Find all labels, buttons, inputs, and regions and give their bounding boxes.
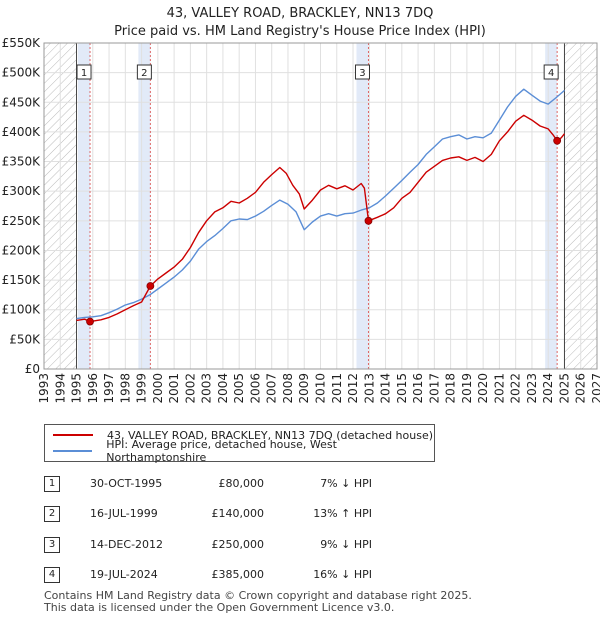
x-tick-label: 1995 xyxy=(70,373,84,404)
sale-band xyxy=(356,43,369,369)
x-tick-label: 2017 xyxy=(427,373,441,404)
x-tick-label: 2004 xyxy=(216,373,230,404)
x-tick-label: 2010 xyxy=(314,373,328,404)
x-tick-label: 2001 xyxy=(167,373,181,404)
x-tick-label: 1993 xyxy=(37,373,51,404)
x-tick-label: 2009 xyxy=(297,373,311,404)
hpi-series-line xyxy=(76,88,565,320)
price-chart: 1 2 3 4 £0 £50K £100K £150K £200K £250K £300K £350K… xyxy=(2,36,600,404)
y-tick-label: £550K xyxy=(2,36,42,50)
transaction-number: 1 xyxy=(44,476,60,492)
y-tick-label: £450K xyxy=(2,95,42,109)
sale-point xyxy=(364,216,373,225)
x-tick-label: 2024 xyxy=(541,373,555,404)
x-tick-label: 2027 xyxy=(590,373,600,404)
x-tick-label: 1996 xyxy=(86,373,100,404)
transaction-date: 14-DEC-2012 xyxy=(90,538,164,551)
x-tick-label: 2023 xyxy=(525,373,539,404)
x-tick-label: 1998 xyxy=(118,373,132,404)
y-tick-label: £200K xyxy=(2,243,42,257)
y-tick-label: £250K xyxy=(2,214,42,228)
x-tick-label: 2026 xyxy=(574,373,588,404)
y-tick-label: £100K xyxy=(2,303,42,317)
transaction-price: £80,000 xyxy=(218,477,265,490)
x-tick-label: 2021 xyxy=(492,373,506,404)
transaction-date: 30-OCT-1995 xyxy=(90,477,163,490)
annotation-box xyxy=(76,64,92,80)
x-tick-label: 2006 xyxy=(248,373,262,404)
x-tick-label: 1999 xyxy=(135,373,149,404)
transaction-price: £250,000 xyxy=(211,538,265,551)
x-tick-label: 2011 xyxy=(330,373,344,404)
x-tick-label: 2002 xyxy=(183,373,197,404)
plot-border xyxy=(43,42,598,370)
transaction-hpi: 16% ↓ HPI xyxy=(313,568,372,581)
x-tick-label: 2025 xyxy=(557,373,571,404)
property-series-line xyxy=(76,114,566,323)
y-tick-label: £50K xyxy=(9,332,41,346)
x-tick-label: 2007 xyxy=(265,373,279,404)
legend-item-property: 43, VALLEY ROAD, BRACKLEY, NN13 7DQ (det… xyxy=(53,428,433,442)
x-tick-label: 2014 xyxy=(379,373,393,404)
x-tick-label: 2013 xyxy=(362,373,376,404)
annotation-label: 1 xyxy=(81,68,87,79)
chart-title: 43, VALLEY ROAD, BRACKLEY, NN13 7DQ xyxy=(166,6,434,21)
annotation-label: 3 xyxy=(359,68,365,79)
sale-band xyxy=(78,43,91,369)
sale-point xyxy=(146,282,155,290)
legend-label-hpi: HPI: Average price, detached house, West… xyxy=(106,438,337,464)
sale-point xyxy=(553,136,562,145)
transaction-number: 4 xyxy=(44,567,60,583)
x-tick-label: 1997 xyxy=(102,373,116,404)
x-tick-label: 1994 xyxy=(53,373,67,404)
y-tick-label: £500K xyxy=(2,66,42,80)
x-tick-label: 2005 xyxy=(232,373,246,404)
transaction-number: 3 xyxy=(44,537,60,553)
annotation-label: 4 xyxy=(548,68,554,79)
sale-band xyxy=(545,43,558,369)
sale-point xyxy=(86,317,94,326)
legend-swatch-property xyxy=(53,434,93,436)
x-tick-label: 2000 xyxy=(151,373,165,404)
footer-licence: This data is licensed under the Open Gov… xyxy=(44,601,395,614)
x-tick-label: 2016 xyxy=(411,373,425,404)
x-tick-label: 2018 xyxy=(444,373,458,404)
annotation-box xyxy=(354,64,370,80)
y-tick-label: £0 xyxy=(25,362,40,376)
legend-swatch-hpi xyxy=(53,450,93,452)
y-tick-label: £300K xyxy=(2,184,42,198)
y-tick-label: £400K xyxy=(2,125,42,139)
legend-item-hpi: HPI: Average price, detached house, West… xyxy=(53,438,434,464)
x-tick-label: 2019 xyxy=(460,373,474,404)
annotation-box xyxy=(136,64,152,80)
annotation-label: 2 xyxy=(141,68,147,79)
y-tick-label: £350K xyxy=(2,155,42,169)
sale-band xyxy=(138,43,151,369)
transaction-number: 2 xyxy=(44,506,60,522)
x-tick-label: 2020 xyxy=(476,373,490,404)
legend: 43, VALLEY ROAD, BRACKLEY, NN13 7DQ (det… xyxy=(44,424,435,464)
legend-label-property: 43, VALLEY ROAD, BRACKLEY, NN13 7DQ (det… xyxy=(107,428,434,442)
x-tick-label: 2003 xyxy=(200,373,214,404)
transaction-price: £385,000 xyxy=(211,568,265,581)
transaction-hpi: 7% ↓ HPI xyxy=(320,477,372,490)
transaction-date: 19-JUL-2024 xyxy=(90,568,158,581)
footer-copyright: Contains HM Land Registry data © Crown c… xyxy=(44,589,472,602)
x-tick-label: 2008 xyxy=(281,373,295,404)
chart-subtitle: Price paid vs. HM Land Registry's House … xyxy=(114,24,486,39)
y-tick-label: £150K xyxy=(2,273,42,287)
x-tick-label: 2012 xyxy=(346,373,360,404)
transaction-date: 16-JUL-1999 xyxy=(90,507,158,520)
footer: Contains HM Land Registry data © Crown c… xyxy=(44,590,472,614)
x-tick-label: 2015 xyxy=(395,373,409,404)
transaction-hpi: 9% ↓ HPI xyxy=(320,538,372,551)
x-tick-label: 2022 xyxy=(509,373,523,404)
transaction-price: £140,000 xyxy=(211,507,265,520)
annotation-box xyxy=(543,64,559,80)
transaction-hpi: 13% ↑ HPI xyxy=(313,507,372,520)
